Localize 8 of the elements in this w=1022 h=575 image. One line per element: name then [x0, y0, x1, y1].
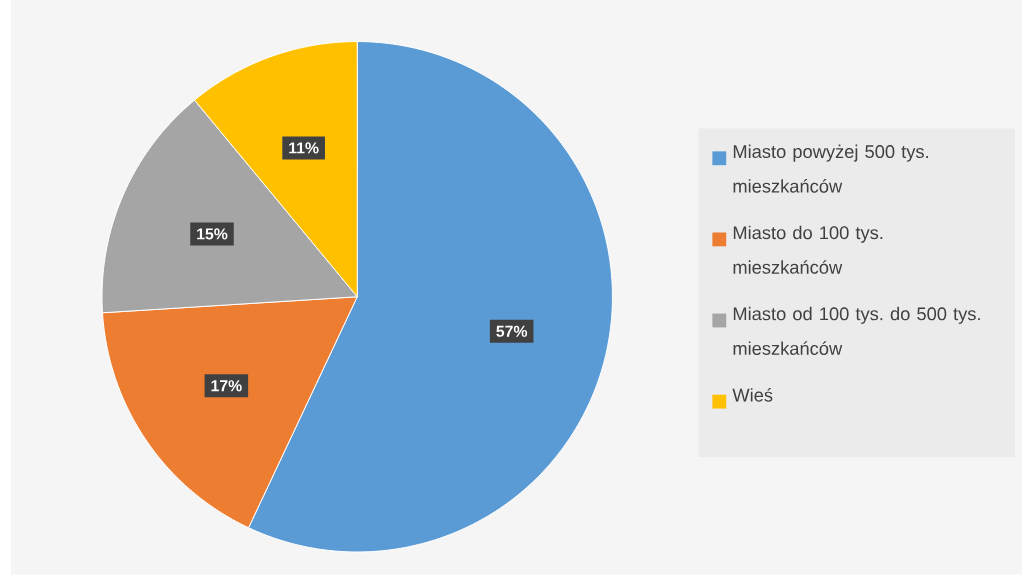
data-label: 17% [211, 380, 242, 392]
data-label: 11% [289, 142, 319, 154]
legend-label: Miasto do 100 tys. mieszkańców [733, 225, 883, 274]
data-label: 15% [197, 228, 228, 240]
legend-label: Miasto powyżej 500 tys. mieszkańców [733, 144, 928, 193]
data-label: 57% [496, 325, 528, 337]
legend-label: Miasto od 100 tys. do 500 tys. mieszkańców [733, 306, 980, 356]
legend-label: Wieś [732, 388, 773, 402]
